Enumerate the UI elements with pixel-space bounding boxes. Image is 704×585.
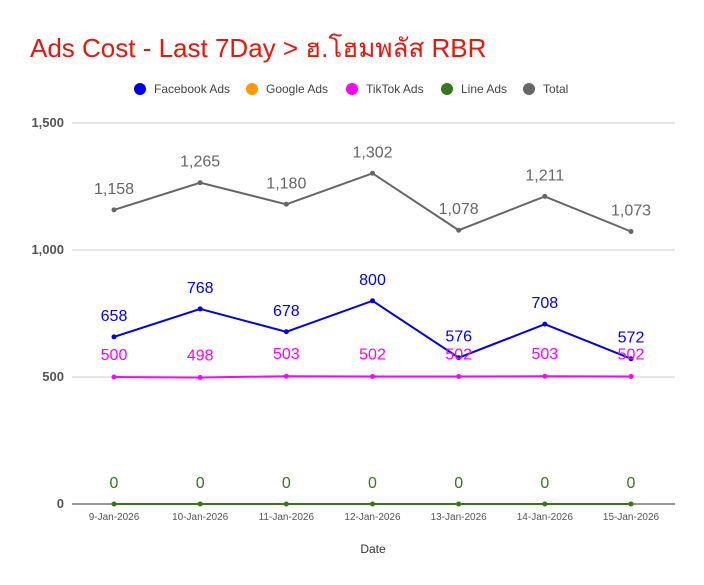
data-labels: 658 768 678 800 576 708 572 500 498 503 502 502 503 5… — [94, 144, 651, 492]
y-tick-label: 0 — [57, 496, 64, 511]
data-label: 502 — [445, 346, 472, 363]
data-label: 1,265 — [180, 154, 220, 171]
legend-label: Google Ads — [266, 82, 328, 96]
data-point — [456, 373, 462, 379]
data-point — [283, 501, 289, 507]
data-label: 0 — [368, 475, 377, 492]
x-tick-label: 15-Jan-2026 — [603, 512, 660, 523]
data-point — [111, 374, 117, 380]
data-point — [542, 373, 548, 379]
data-point — [283, 201, 289, 207]
data-label: 0 — [454, 475, 463, 492]
chart-title: Ads Cost - Last 7Day > ฮ.โฮมพลัส RBR — [30, 33, 487, 63]
data-label: 1,211 — [525, 167, 564, 184]
data-label: 503 — [531, 346, 558, 363]
x-tick-label: 13-Jan-2026 — [431, 512, 488, 523]
legend-label: Facebook Ads — [154, 82, 230, 96]
x-tick-label: 10-Jan-2026 — [172, 512, 229, 523]
data-label: 0 — [110, 475, 119, 492]
data-label: 502 — [618, 346, 645, 363]
data-label: 1,078 — [439, 201, 479, 218]
data-point — [456, 227, 462, 233]
data-point — [197, 180, 203, 186]
data-point — [111, 334, 117, 340]
data-label: 1,073 — [611, 202, 651, 219]
y-tick-label: 1,500 — [31, 115, 64, 130]
data-label: 0 — [627, 475, 636, 492]
data-point — [197, 306, 203, 312]
data-point — [628, 228, 634, 234]
legend: Facebook Ads Google Ads TikTok Ads Line Ads… — [134, 82, 568, 96]
legend-marker — [246, 83, 258, 95]
legend-label: TikTok Ads — [366, 82, 424, 96]
data-point — [370, 373, 375, 379]
legend-marker — [346, 83, 358, 95]
legend-marker — [441, 83, 453, 95]
legend-label: Line Ads — [461, 82, 507, 96]
series-lines — [111, 170, 634, 507]
data-point — [370, 170, 375, 176]
data-point — [111, 501, 117, 507]
data-point — [197, 501, 203, 507]
data-point — [370, 501, 375, 507]
legend-marker — [523, 83, 535, 95]
y-tick-label: 500 — [42, 369, 64, 384]
data-label: 0 — [196, 475, 205, 492]
data-point — [283, 329, 289, 335]
x-tick-label: 11-Jan-2026 — [259, 512, 315, 523]
data-label: 0 — [540, 475, 549, 492]
data-label: 1,180 — [266, 175, 306, 192]
data-point — [542, 321, 548, 327]
data-label: 1,302 — [352, 144, 392, 161]
data-point — [370, 298, 375, 304]
x-axis-title: Date — [360, 542, 386, 556]
data-label: 658 — [101, 308, 128, 325]
x-tick-label: 14-Jan-2026 — [517, 512, 574, 523]
data-point — [628, 356, 634, 362]
data-label: 572 — [618, 330, 645, 347]
legend-label: Total — [543, 82, 568, 96]
y-tick-label: 1,000 — [31, 242, 64, 257]
legend-marker — [134, 83, 146, 95]
data-label: 503 — [273, 346, 300, 363]
data-label: 708 — [531, 295, 558, 312]
data-point — [456, 501, 462, 507]
data-label: 1,158 — [94, 181, 134, 198]
data-point — [197, 375, 203, 381]
data-label: 0 — [282, 475, 291, 492]
data-point — [628, 373, 634, 379]
data-label: 576 — [445, 329, 472, 346]
data-label: 800 — [359, 272, 386, 289]
x-tick-label: 12-Jan-2026 — [344, 512, 401, 523]
data-label: 678 — [273, 303, 300, 320]
data-label: 500 — [101, 347, 128, 364]
data-label: 498 — [187, 348, 214, 365]
data-label: 502 — [359, 346, 386, 363]
data-point — [628, 501, 634, 507]
data-point — [111, 207, 117, 213]
data-point — [542, 193, 548, 199]
data-point — [542, 501, 548, 507]
data-point — [283, 373, 289, 379]
data-label: 768 — [187, 280, 214, 297]
data-point — [456, 355, 462, 361]
axes: 0 500 1,000 1,500 9-Jan-2026 10-Jan-2026 11-Ja… — [31, 115, 675, 523]
x-tick-label: 9-Jan-2026 — [89, 512, 140, 523]
